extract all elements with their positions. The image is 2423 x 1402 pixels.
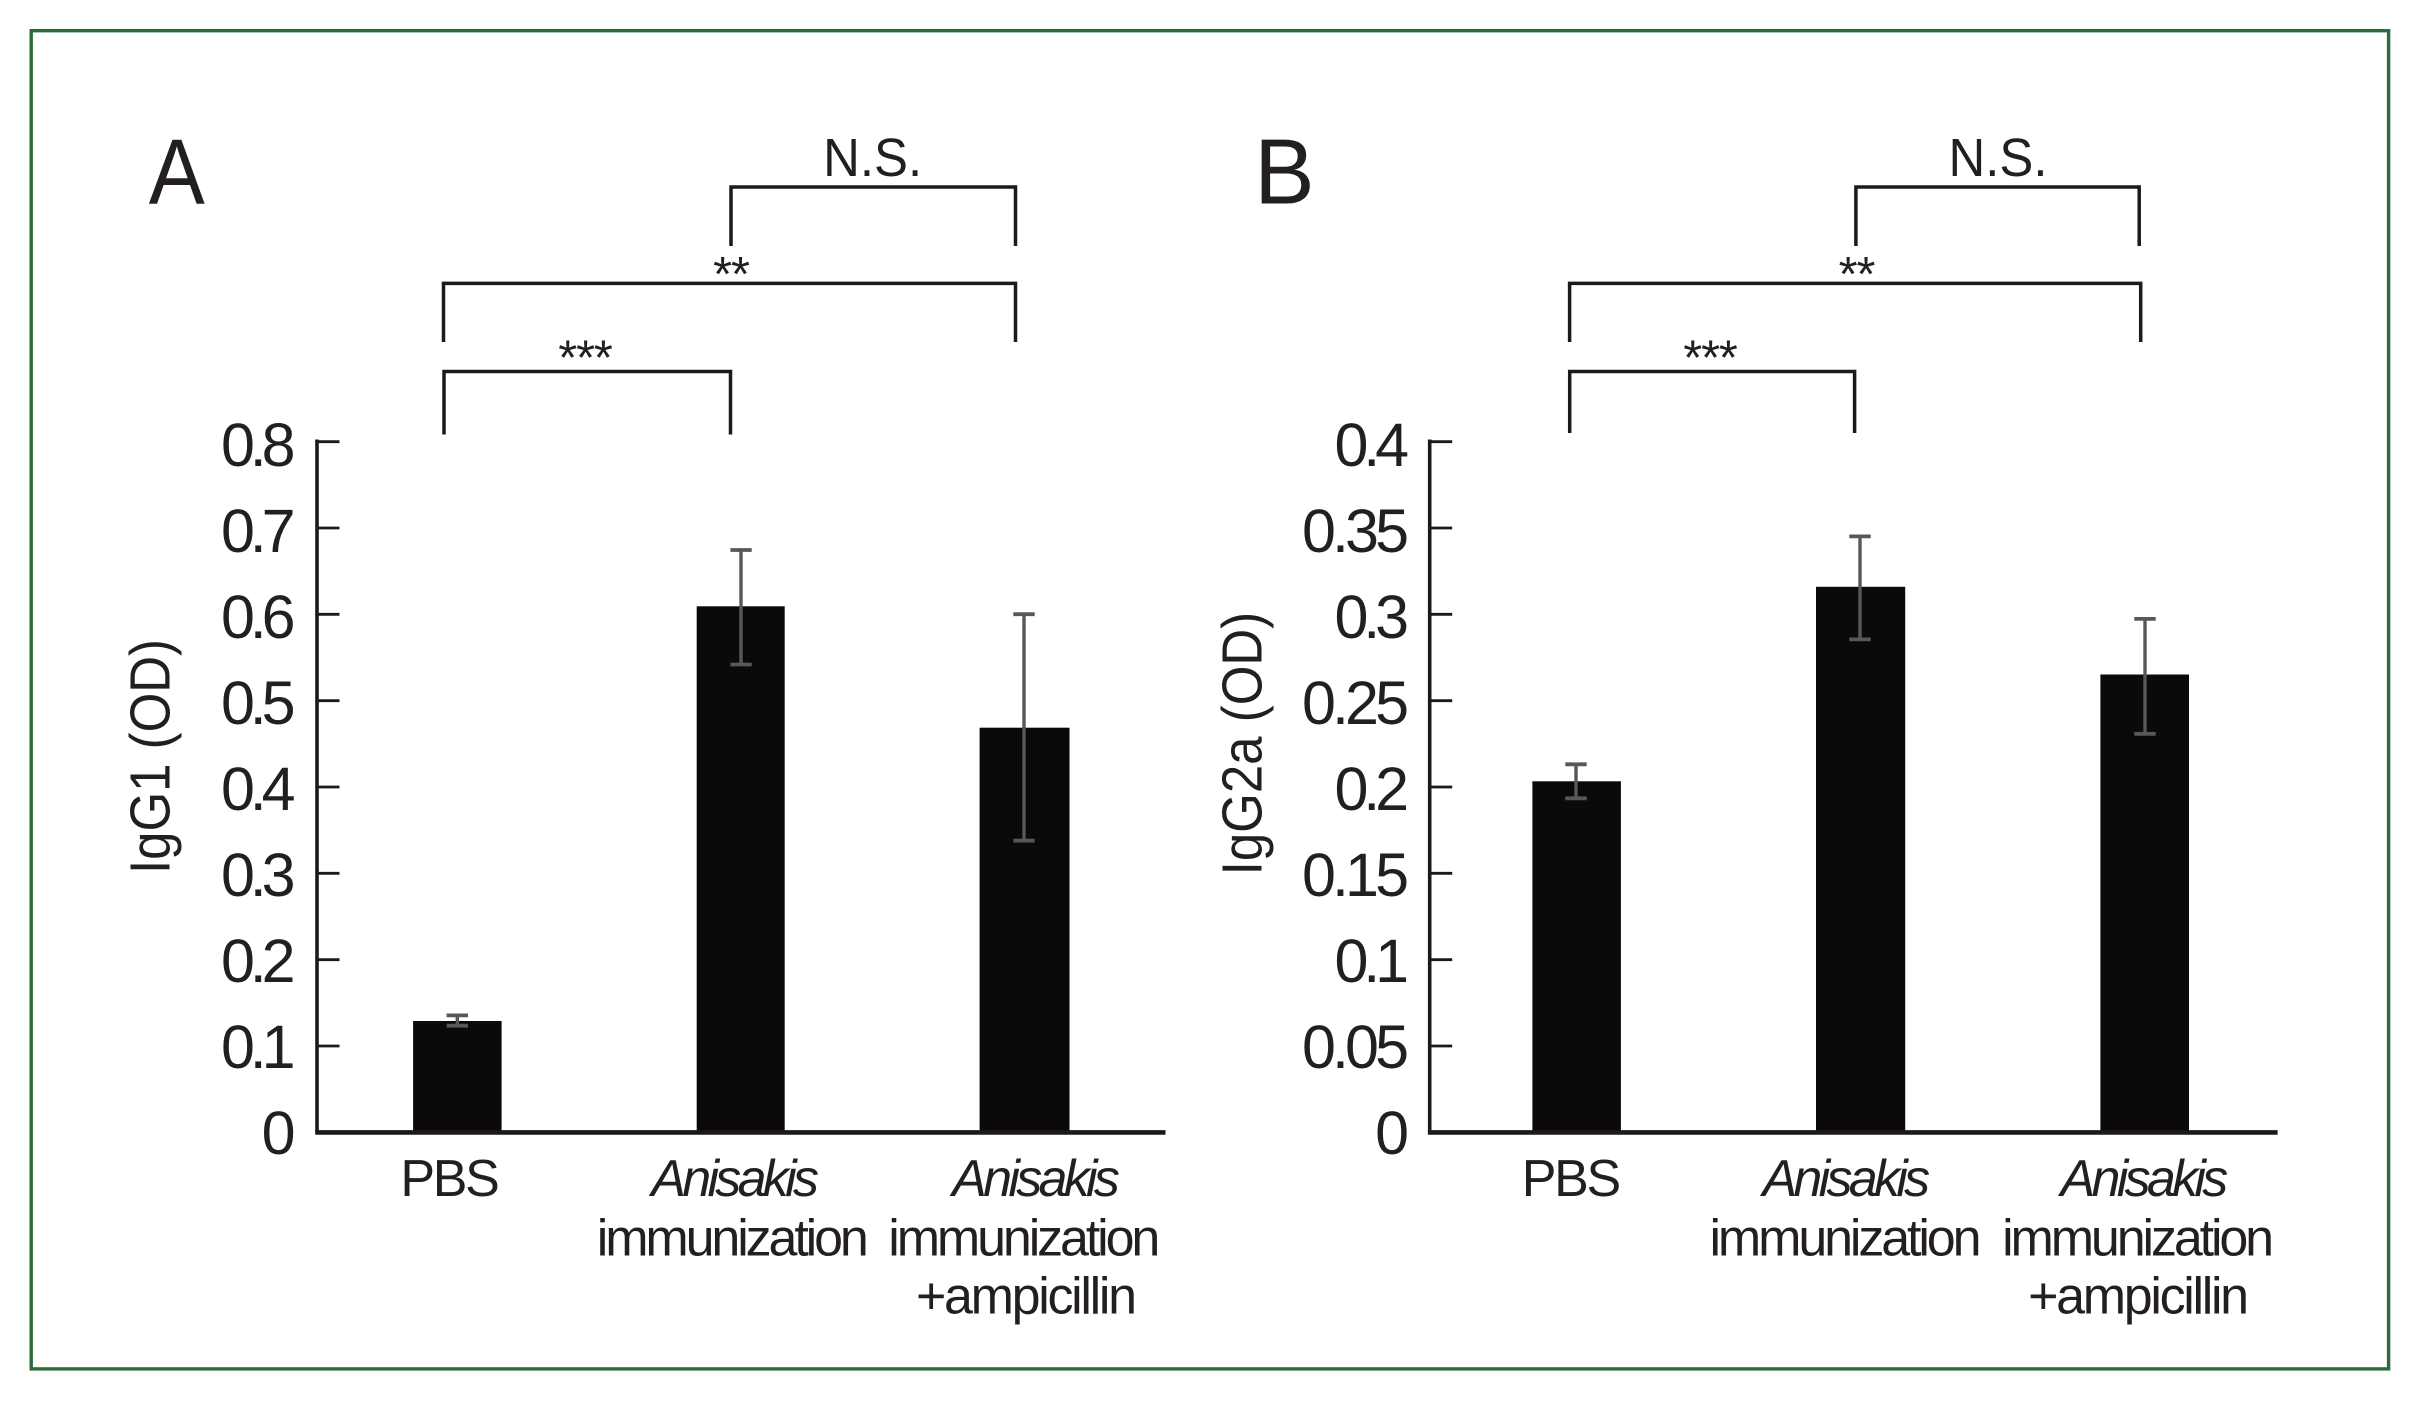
svg-text:N.S.: N.S. bbox=[823, 128, 922, 188]
svg-text:N.S.: N.S. bbox=[1949, 128, 2048, 188]
svg-text:0.3: 0.3 bbox=[1335, 583, 1410, 651]
svg-text:immunization: immunization bbox=[597, 1210, 869, 1268]
svg-text:**: ** bbox=[713, 248, 750, 302]
svg-text:0.5: 0.5 bbox=[221, 669, 296, 737]
svg-text:IgG2a (OD): IgG2a (OD) bbox=[1210, 612, 1274, 876]
svg-text:immunization: immunization bbox=[888, 1210, 1160, 1268]
svg-text:0.8: 0.8 bbox=[221, 411, 296, 479]
svg-text:0.4: 0.4 bbox=[1335, 411, 1410, 479]
svg-text:0.1: 0.1 bbox=[221, 1013, 296, 1081]
svg-text:0.6: 0.6 bbox=[221, 583, 296, 651]
svg-text:Anisakis: Anisakis bbox=[648, 1150, 819, 1208]
svg-text:0.1: 0.1 bbox=[1335, 927, 1410, 995]
svg-text:0: 0 bbox=[1375, 1099, 1409, 1167]
svg-text:+ampicillin: +ampicillin bbox=[2028, 1268, 2249, 1326]
svg-text:immunization: immunization bbox=[1710, 1210, 1982, 1268]
svg-text:B: B bbox=[1254, 120, 1314, 224]
svg-text:***: *** bbox=[1683, 332, 1738, 386]
svg-text:Anisakis: Anisakis bbox=[949, 1150, 1120, 1208]
svg-text:0.05: 0.05 bbox=[1302, 1013, 1409, 1081]
svg-text:Anisakis: Anisakis bbox=[2058, 1150, 2229, 1208]
svg-text:PBS: PBS bbox=[1522, 1150, 1621, 1208]
svg-text:PBS: PBS bbox=[400, 1150, 499, 1208]
svg-text:0.35: 0.35 bbox=[1302, 497, 1409, 565]
svg-text:0.7: 0.7 bbox=[221, 497, 296, 565]
svg-text:0.2: 0.2 bbox=[1335, 755, 1410, 823]
svg-text:0.15: 0.15 bbox=[1302, 841, 1409, 909]
svg-text:Anisakis: Anisakis bbox=[1759, 1150, 1930, 1208]
svg-text:0: 0 bbox=[262, 1099, 296, 1167]
svg-text:+ampicillin: +ampicillin bbox=[916, 1268, 1137, 1326]
svg-text:0.4: 0.4 bbox=[221, 755, 296, 823]
svg-text:0.3: 0.3 bbox=[221, 841, 296, 909]
svg-text:0.25: 0.25 bbox=[1302, 669, 1409, 737]
svg-text:***: *** bbox=[558, 332, 613, 386]
svg-text:**: ** bbox=[1839, 248, 1876, 302]
svg-text:0.2: 0.2 bbox=[221, 927, 296, 995]
svg-text:A: A bbox=[149, 119, 205, 223]
svg-text:IgG1 (OD): IgG1 (OD) bbox=[119, 639, 183, 874]
svg-text:immunization: immunization bbox=[2002, 1210, 2274, 1268]
